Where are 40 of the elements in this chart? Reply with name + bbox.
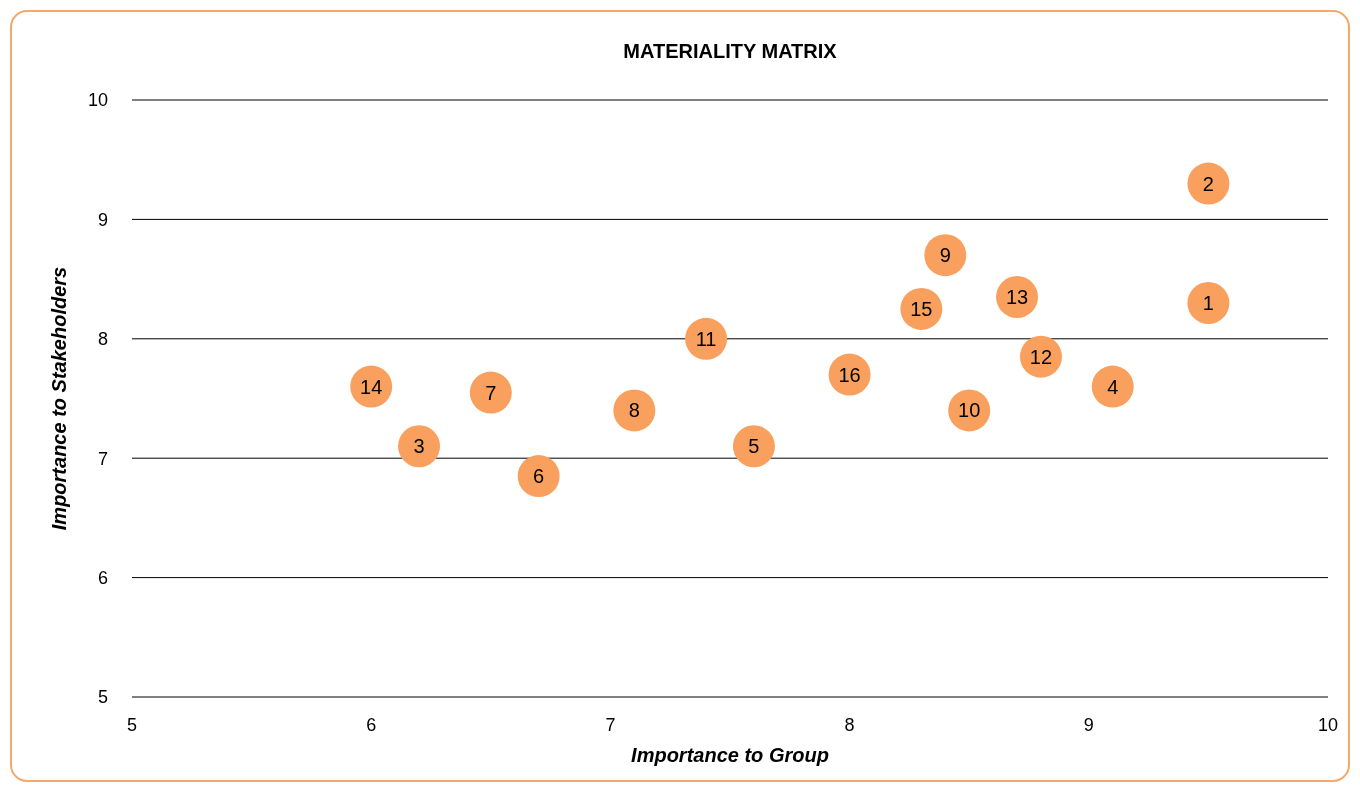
annotation: 9	[939, 244, 951, 267]
y-tick-label: 9	[97, 209, 108, 230]
point	[613, 389, 656, 432]
annotation: 14	[360, 375, 383, 398]
x-tick-label: 9	[1083, 715, 1094, 736]
annotation: 1	[1202, 291, 1214, 314]
point	[732, 425, 775, 468]
y-tick-label: 5	[97, 687, 108, 708]
annotation: 13	[1005, 286, 1029, 309]
x-tick-label: 5	[126, 715, 138, 736]
annotation: 10	[958, 399, 981, 422]
x-tick-label: 10	[1317, 715, 1339, 736]
y-tick-label: 10	[87, 90, 108, 111]
chart-title: MATERIALITY MATRIX	[623, 40, 838, 62]
point	[1187, 281, 1230, 324]
x-tick-label: 8	[844, 715, 855, 736]
y-tick-label: 6	[97, 567, 108, 588]
annotation: 6	[533, 465, 545, 488]
annotation: 3	[413, 435, 425, 458]
x-axis-title: Importance to Group	[631, 744, 829, 766]
annotation: 7	[485, 381, 497, 404]
annotation: 5	[748, 435, 760, 458]
annotation: 8	[628, 399, 640, 422]
annotation: 4	[1107, 375, 1119, 398]
y-tick-label: 7	[97, 448, 108, 469]
annotation: 2	[1202, 172, 1214, 195]
point	[1091, 365, 1134, 408]
x-tick-label: 6	[366, 715, 377, 736]
point	[517, 455, 560, 498]
y-axis-title: Importance to Stakeholders	[48, 266, 70, 531]
x-tick-label: 7	[605, 715, 616, 736]
point	[1187, 162, 1230, 205]
point	[924, 234, 967, 277]
y-tick-label: 8	[97, 329, 108, 350]
point	[398, 425, 441, 468]
annotation: 16	[838, 363, 861, 386]
annotation: 15	[910, 297, 933, 320]
annotation: 12	[1029, 345, 1053, 368]
point	[469, 371, 512, 414]
annotation: 11	[695, 327, 717, 350]
